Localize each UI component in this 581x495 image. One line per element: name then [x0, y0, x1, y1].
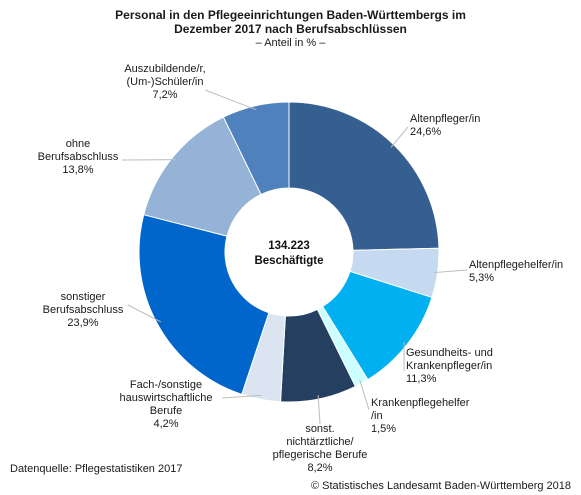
- slice-value-2: 11,3%: [406, 373, 437, 385]
- slice-category-4: nichtärztliche/: [286, 436, 354, 448]
- data-source: Datenquelle: Pflegestatistiken 2017: [10, 463, 183, 475]
- leader-line-5: [221, 394, 262, 399]
- slice-labels: Altenpfleger/in 24,6% Altenpflegehelfer/in…: [38, 63, 564, 474]
- donut-slice-6: [138, 214, 270, 395]
- center-total-value: 134.223: [268, 240, 310, 252]
- copyright-notice: © Statistisches Landesamt Baden-Württemb…: [310, 480, 571, 492]
- slice-value-4: 8,2%: [307, 462, 332, 474]
- donut-slice-8: [222, 101, 290, 196]
- slice-label-6: sonstiger Berufsabschluss 23,9%: [43, 291, 124, 329]
- slice-label-2: Gesundheits- und Krankenpfleger/in 11,3%: [406, 347, 493, 385]
- slice-category-0: Altenpfleger/in: [410, 113, 480, 125]
- slice-label-1: Altenpflegehelfer/in 5,3%: [469, 259, 563, 284]
- slice-category-8: Auszubildende/r,: [124, 63, 205, 75]
- slice-label-7: ohne Berufsabschluss 13,8%: [38, 138, 119, 176]
- slice-value-0: 24,6%: [410, 126, 441, 138]
- leader-line-8: [204, 89, 257, 111]
- slice-category-8: (Um-)Schüler/in: [126, 76, 203, 88]
- slice-category-1: Altenpflegehelfer/in: [469, 259, 563, 271]
- slice-category-4: sonst.: [305, 423, 334, 435]
- slice-category-6: sonstiger: [61, 291, 106, 303]
- donut-slices: [138, 101, 440, 403]
- slice-category-7: Berufsabschluss: [38, 151, 119, 163]
- slice-value-1: 5,3%: [469, 272, 494, 284]
- slice-category-5: hauswirtschaftliche: [120, 392, 213, 404]
- slice-value-6: 23,9%: [67, 317, 98, 329]
- leader-line-6: [127, 304, 162, 323]
- slice-category-5: Berufe: [150, 405, 182, 417]
- center-total-label: Beschäftigte: [254, 255, 323, 267]
- donut-slice-0: [288, 101, 440, 251]
- chart-title-block: Personal in den Pflegeeinrichtungen Bade…: [0, 8, 581, 50]
- leader-line-0: [390, 126, 409, 148]
- slice-label-4: sonst. nichtärztliche/pflegerische Berufe…: [273, 423, 368, 474]
- leader-line-3: [359, 379, 370, 411]
- slice-category-2: Gesundheits- und: [406, 347, 493, 359]
- slice-category-5: Fach-/sonstige: [130, 379, 202, 391]
- leader-line-4: [317, 395, 321, 425]
- slice-category-3: Krankenpflegehelfer: [371, 397, 470, 409]
- label-leader-lines: [121, 89, 468, 425]
- slice-value-5: 4,2%: [153, 418, 178, 430]
- slice-label-5: Fach-/sonstige hauswirtschaftliche Berufe 4…: [120, 379, 213, 430]
- slice-category-2: Krankenpfleger/in: [406, 360, 492, 372]
- slice-category-3: /in: [371, 410, 383, 422]
- slice-value-8: 7,2%: [152, 89, 177, 101]
- slice-category-6: Berufsabschluss: [43, 304, 124, 316]
- leader-line-1: [433, 269, 468, 274]
- slice-label-0: Altenpfleger/in 24,6%: [410, 113, 480, 138]
- slice-category-7: ohne: [66, 138, 90, 150]
- chart-title-line-1: Personal in den Pflegeeinrichtungen Bade…: [115, 8, 466, 22]
- chart-title-line-2: Dezember 2017 nach Berufsabschlüssen: [174, 22, 407, 36]
- slice-category-4: pflegerische Berufe: [273, 449, 368, 461]
- slice-value-7: 13,8%: [62, 164, 93, 176]
- chart-subtitle: – Anteil in % –: [255, 37, 326, 49]
- slice-label-3: Krankenpflegehelfer/in 1,5%: [371, 397, 470, 435]
- slice-label-8: Auszubildende/r, (Um-)Schüler/in 7,2%: [124, 63, 205, 101]
- slice-value-3: 1,5%: [371, 423, 396, 435]
